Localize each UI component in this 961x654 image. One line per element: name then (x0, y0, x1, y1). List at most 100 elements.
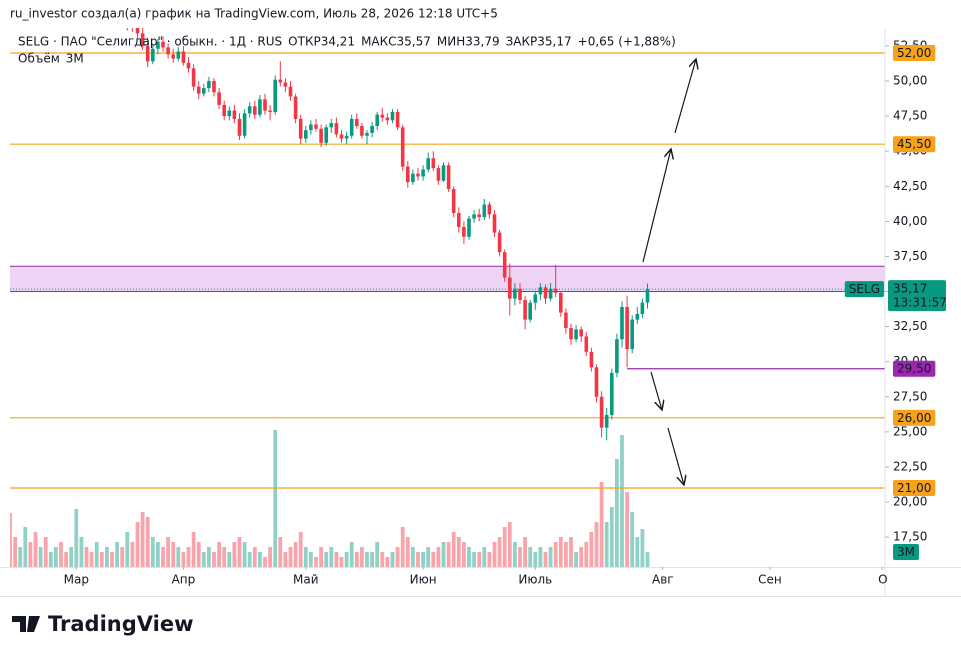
volume-bar (446, 542, 451, 567)
candle-body (303, 130, 308, 139)
candle-body (579, 329, 583, 337)
level-label: 45,50 (897, 137, 931, 151)
volume-bar (472, 552, 476, 567)
x-tick-label: Июн (410, 573, 437, 587)
volume-bar (467, 547, 471, 567)
volume-bar (227, 552, 232, 567)
volume-bar (150, 537, 155, 567)
level-label-bg (893, 360, 936, 377)
candle-body (166, 47, 170, 55)
candle-body (390, 111, 395, 121)
volume-bar (410, 547, 415, 567)
candle-body (324, 127, 328, 143)
volume-bar (288, 547, 293, 567)
candle-layer (34, 0, 650, 441)
volume-bar (89, 552, 94, 567)
candle-body (492, 214, 497, 233)
candle-body (502, 252, 507, 278)
volume-bar (614, 459, 619, 567)
candle-body (222, 104, 226, 117)
volume-bar (375, 542, 380, 567)
volume-bar (303, 547, 308, 567)
candle-body (314, 124, 318, 129)
y-tick-label: 50,00 (893, 74, 927, 88)
price-badge-bg (888, 280, 946, 312)
time-axis-bg (0, 568, 961, 596)
volume-bar (120, 547, 125, 567)
volume-bar (257, 552, 262, 567)
arrow (674, 59, 696, 134)
volume-bar (196, 542, 201, 567)
candle-body (217, 92, 221, 105)
axes: 52,5050,0047,5045,0042,5040,0037,5035,00… (64, 38, 947, 586)
volume-bar (354, 552, 359, 567)
level-label: 29,50 (897, 362, 931, 376)
volume-bar (268, 547, 272, 567)
candle-body (558, 292, 563, 313)
candle-body (564, 312, 568, 329)
candle-body (462, 226, 466, 237)
volume-bar (232, 542, 237, 567)
volume-bar (181, 552, 186, 567)
volume-bar (487, 552, 492, 567)
volume-bar (130, 542, 135, 567)
x-tick-label: Сен (758, 573, 782, 587)
price-badge: 35,17 (893, 282, 927, 296)
candle-body (150, 48, 155, 62)
candle-body (360, 125, 364, 136)
volume-bar (186, 547, 191, 567)
candle-body (538, 287, 543, 295)
candle-body (34, 0, 38, 2)
volume-bar (247, 552, 252, 567)
level-label-bg (893, 44, 936, 61)
arrow (642, 149, 671, 263)
y-tick-label: 32,50 (893, 319, 927, 333)
legend-value: 34,21 (321, 35, 355, 49)
candle-body (232, 110, 237, 119)
candle-body (339, 134, 344, 139)
volume-bar (43, 537, 48, 567)
candle-body (186, 62, 191, 69)
volume-bar (482, 547, 487, 567)
candle-body (604, 415, 609, 428)
volume-bar (625, 492, 629, 567)
volume-bar (421, 552, 425, 567)
level-label-bg (893, 136, 936, 153)
volume-bar (222, 547, 227, 567)
candle-body (181, 51, 186, 63)
volume-bar (217, 542, 221, 567)
volume-bar (416, 552, 420, 567)
volume-bar (528, 547, 533, 567)
volume-bar (242, 542, 247, 567)
candle-body (329, 123, 334, 128)
zone (10, 266, 885, 292)
candle-body (349, 118, 354, 136)
volume-bar (176, 547, 181, 567)
volume-bar (104, 547, 109, 567)
countdown: 13:31:57 (893, 296, 947, 310)
x-tick-label: Июль (518, 573, 552, 587)
volume-bar (324, 552, 329, 567)
volume-bar (48, 552, 53, 567)
volume-bar (69, 547, 74, 567)
candle-body (176, 51, 181, 59)
candle-body (507, 277, 512, 299)
y-tick-label: 22,50 (893, 459, 927, 473)
volume-bar (171, 542, 176, 567)
legend-name: ОТКР (288, 35, 321, 49)
level-label: 52,00 (897, 46, 931, 60)
candle-body (528, 302, 532, 320)
volume-bar (23, 527, 28, 567)
volume-bar (620, 435, 624, 567)
y-tick-label: 37,50 (893, 249, 927, 263)
volume-bar (74, 509, 79, 567)
volume-bar (155, 542, 160, 567)
volume-bar (589, 532, 594, 567)
candle-body (293, 96, 298, 119)
y-tick-label: 42,50 (893, 179, 927, 193)
volume-bar (125, 532, 130, 567)
volume-bar (206, 547, 211, 567)
volume-bar (145, 517, 150, 567)
volume-bar (84, 547, 89, 567)
